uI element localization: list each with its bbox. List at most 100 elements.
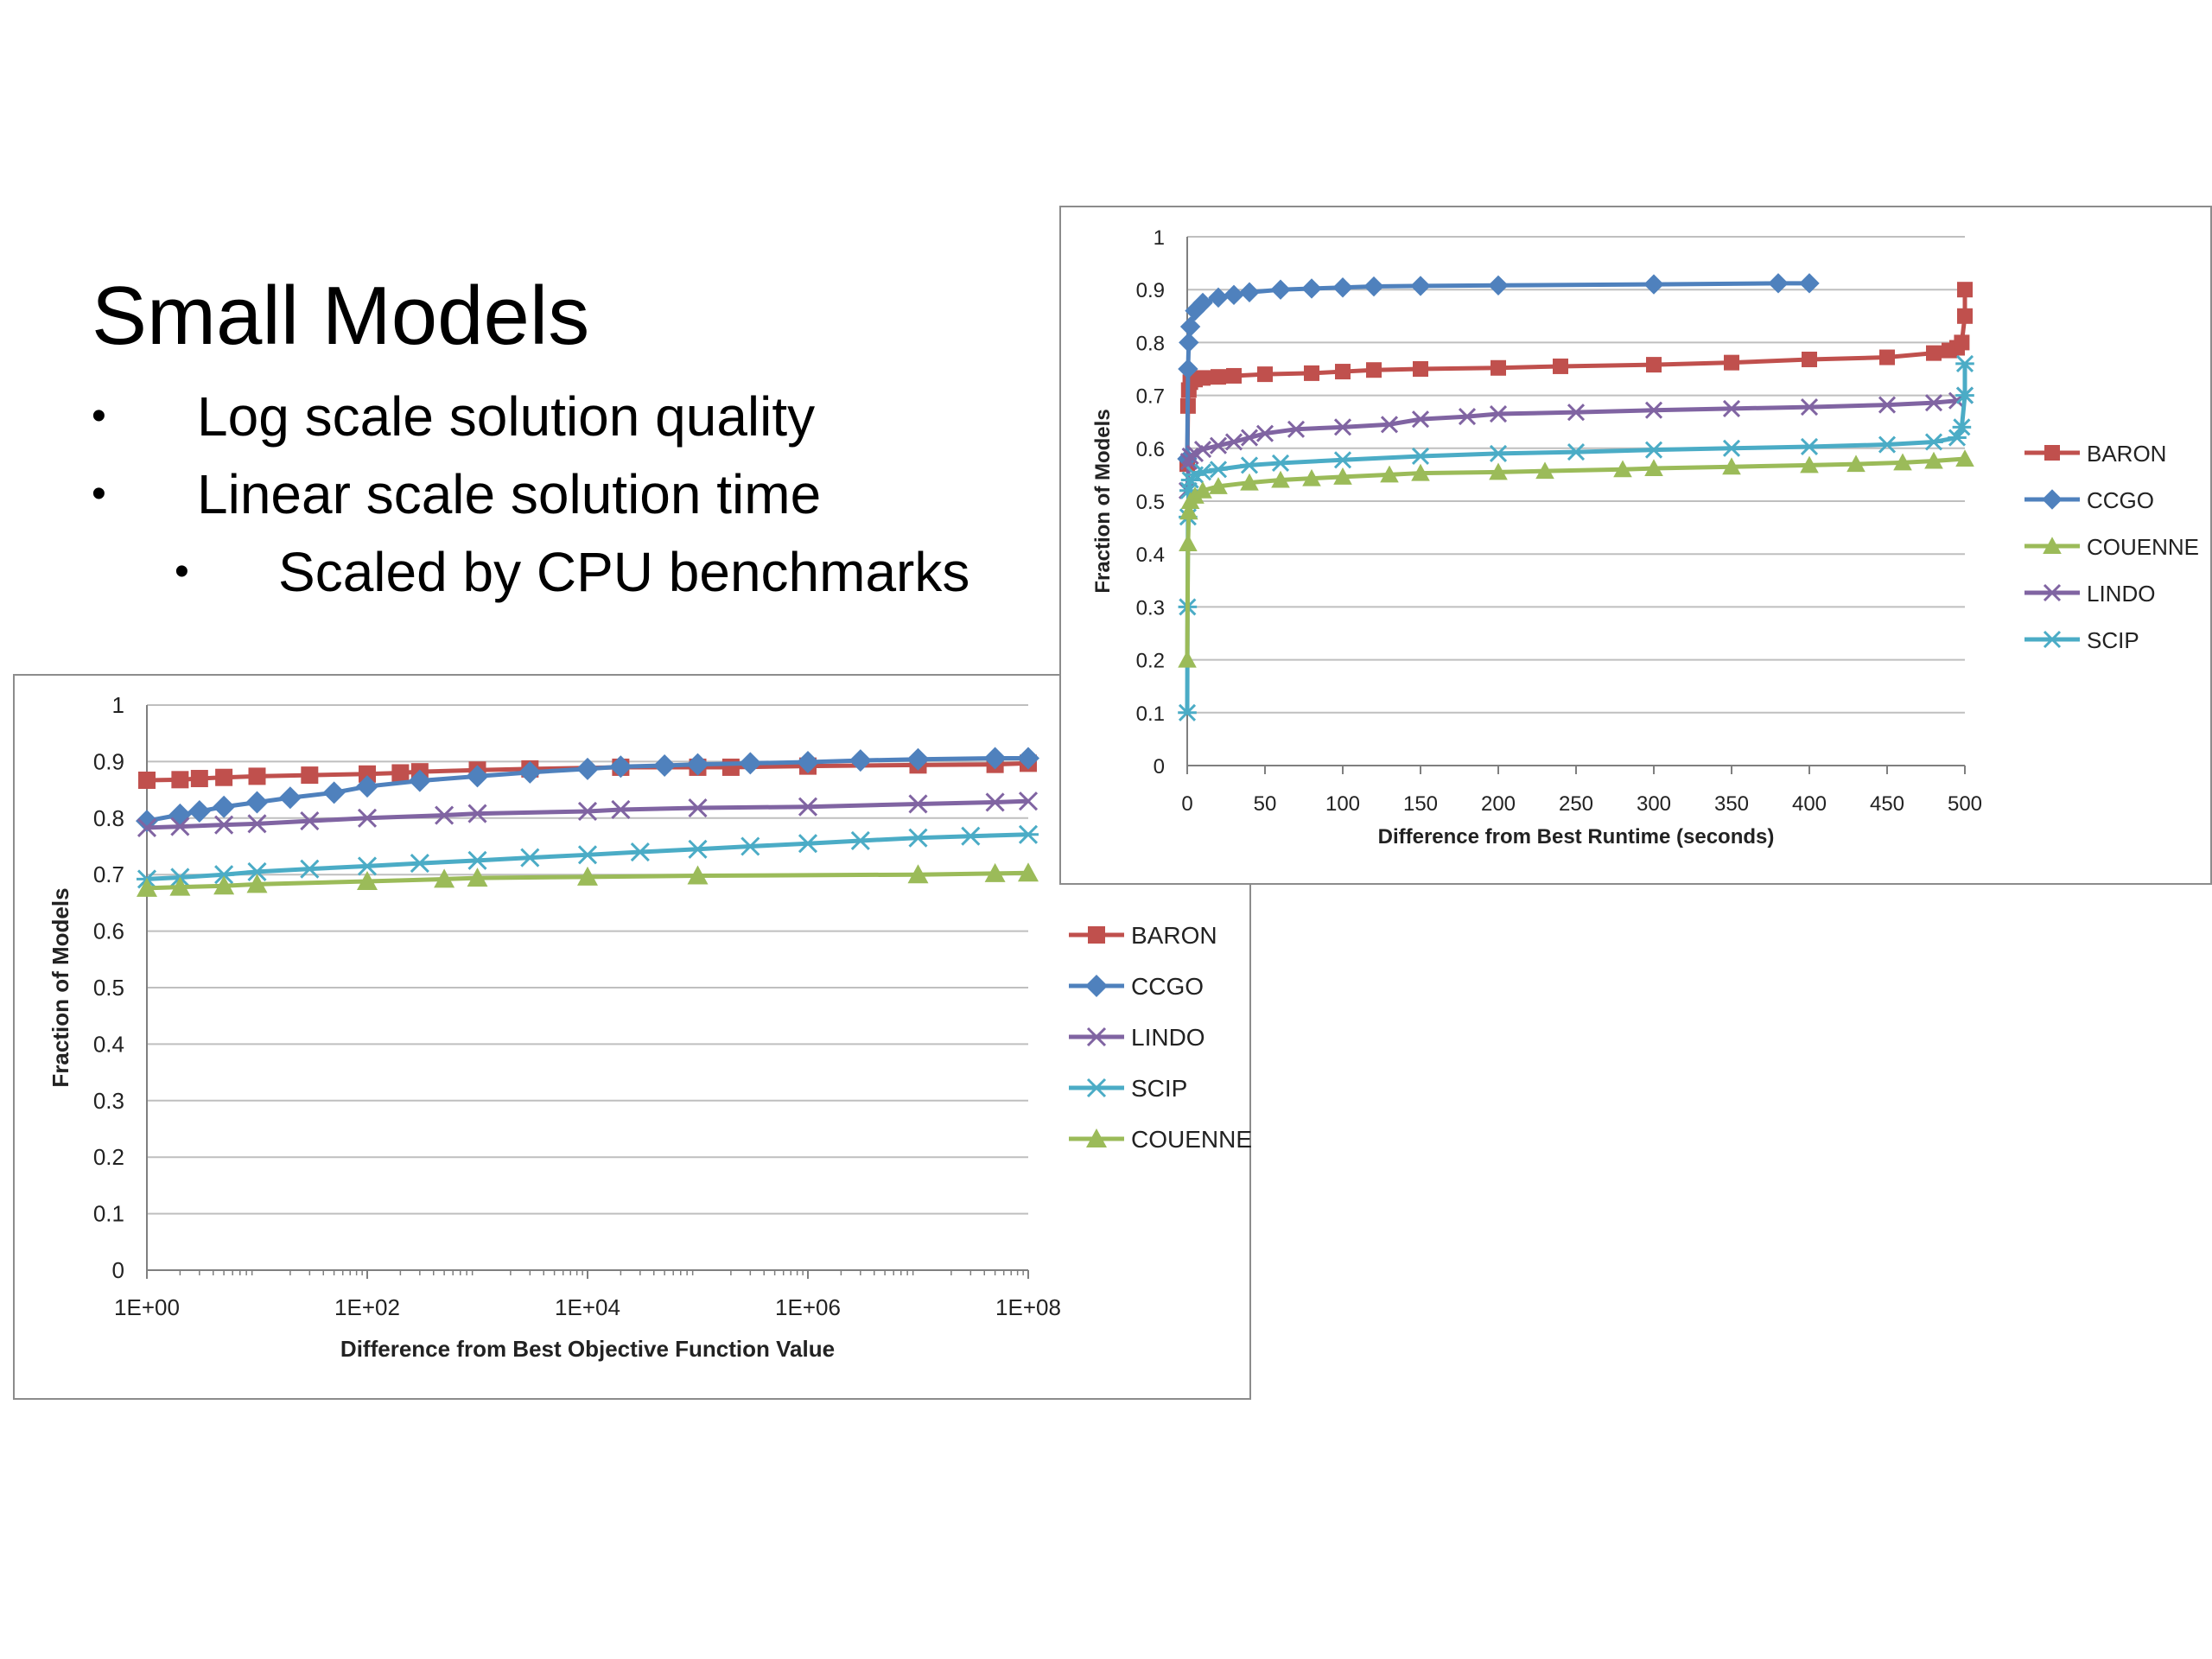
x-tick-label: 1E+02 (334, 1294, 400, 1320)
marker-x (1644, 401, 1663, 419)
series-couenne (137, 862, 1039, 897)
marker-asterisk (798, 834, 818, 854)
marker-x (357, 808, 378, 828)
marker-diamond (1410, 276, 1431, 296)
marker-diamond (2042, 489, 2063, 510)
marker-asterisk (357, 856, 378, 876)
y-tick-label: 0.9 (93, 748, 124, 774)
marker-triangle (687, 865, 709, 885)
y-tick-label: 0.8 (1136, 332, 1165, 355)
marker-triangle (2043, 537, 2062, 554)
marker-square (721, 758, 740, 776)
marker-asterisk (1240, 456, 1259, 474)
marker-asterisk (1333, 451, 1352, 469)
marker-square (1195, 370, 1211, 386)
marker-triangle (1722, 457, 1741, 475)
legend-label: BARON (1131, 922, 1217, 949)
marker-square (2044, 445, 2060, 461)
marker-asterisk (246, 861, 268, 881)
marker-diamond (1017, 747, 1039, 770)
marker-asterisk (2043, 630, 2062, 649)
marker-triangle (1380, 465, 1399, 483)
marker-square (1802, 351, 1817, 367)
legend-item-ccgo: CCGO (1069, 973, 1204, 1000)
legend-item-scip: SCIP (1069, 1075, 1187, 1102)
marker-asterisk (1955, 386, 1974, 404)
marker-diamond (1488, 275, 1509, 296)
legend-label: COUENNE (2087, 534, 2199, 560)
x-tick-label: 350 (1714, 792, 1749, 816)
marker-square (171, 771, 189, 789)
marker-diamond (686, 753, 709, 776)
quality-chart: 0 0.1 0.2 0.3 0.4 0.5 0.6 0.7 0.8 0.9 1 1E+00 1E+02 1… (48, 692, 1252, 1362)
marker-triangle (169, 876, 191, 896)
runtime-chart: 0 0.1 0.2 0.3 0.4 0.5 0.6 0.7 0.8 0.9 1 0 50 100 150 20… (1091, 226, 2199, 849)
legend-item-scip: SCIP (2024, 627, 2139, 653)
marker-triangle (984, 862, 1006, 882)
marker-square (1553, 358, 1568, 374)
marker-x (1086, 1027, 1107, 1047)
marker-triangle (1333, 467, 1352, 485)
marker-x (1458, 408, 1477, 426)
marker-triangle (1924, 451, 1943, 469)
marker-asterisk (1193, 463, 1212, 481)
marker-asterisk (1018, 824, 1039, 844)
marker-diamond (1085, 975, 1108, 997)
marker-x (1722, 399, 1741, 417)
marker-square (1226, 367, 1242, 384)
marker-square (1954, 334, 1970, 351)
marker-diamond (1179, 316, 1201, 337)
marker-asterisk (299, 859, 321, 879)
legend-label: SCIP (2087, 627, 2139, 653)
marker-x (1193, 440, 1212, 459)
marker-asterisk (1722, 439, 1741, 457)
legend-label: LINDO (2087, 581, 2155, 607)
marker-diamond (1270, 279, 1291, 300)
legend-item-baron: BARON (2024, 441, 2166, 467)
series-line (1185, 456, 1966, 660)
marker-square (1257, 366, 1273, 383)
marker-asterisk (960, 826, 982, 846)
marker-x (908, 794, 928, 814)
marker-triangle (1271, 470, 1290, 488)
marker-square (301, 766, 319, 785)
y-tick-label: 0.7 (1136, 385, 1165, 409)
marker-diamond (576, 757, 599, 780)
y-tick-label: 0.7 (93, 861, 124, 887)
marker-x (1333, 418, 1352, 436)
marker-x (435, 805, 454, 825)
marker-square (215, 768, 233, 786)
marker-diamond (213, 795, 236, 818)
marker-asterisk (577, 845, 598, 865)
x-tick-label: 0 (1181, 792, 1192, 816)
marker-x (1018, 791, 1039, 811)
marker-x (214, 815, 234, 835)
marker-triangle (1240, 473, 1259, 491)
marker-triangle (577, 866, 598, 886)
y-tick-label: 0.6 (1136, 438, 1165, 461)
marker-diamond (356, 775, 378, 798)
series-lindo (137, 791, 1039, 837)
marker-asterisk (1878, 435, 1897, 454)
marker-diamond (1208, 287, 1229, 308)
marker-triangle (1644, 459, 1663, 477)
marker-asterisk (1800, 437, 1819, 456)
marker-triangle (1489, 462, 1508, 480)
marker-triangle (1185, 486, 1205, 504)
x-axis-title: Difference from Best Objective Function … (340, 1336, 835, 1362)
marker-asterisk (467, 850, 488, 870)
y-tick-label: 0.9 (1136, 279, 1165, 302)
marker-diamond (278, 786, 302, 810)
marker-square (138, 771, 156, 789)
series-line (146, 870, 1029, 891)
bullet-text: Log scale solution quality (197, 385, 816, 448)
marker-asterisk (1178, 703, 1197, 721)
marker-diamond (739, 752, 762, 775)
series-lindo (1178, 386, 1974, 499)
marker-diamond (245, 791, 269, 814)
x-tick-label: 50 (1254, 792, 1277, 816)
marker-triangle (1209, 477, 1228, 494)
x-tick-label: 400 (1792, 792, 1827, 816)
marker-diamond (1363, 276, 1384, 297)
marker-triangle (137, 877, 157, 897)
